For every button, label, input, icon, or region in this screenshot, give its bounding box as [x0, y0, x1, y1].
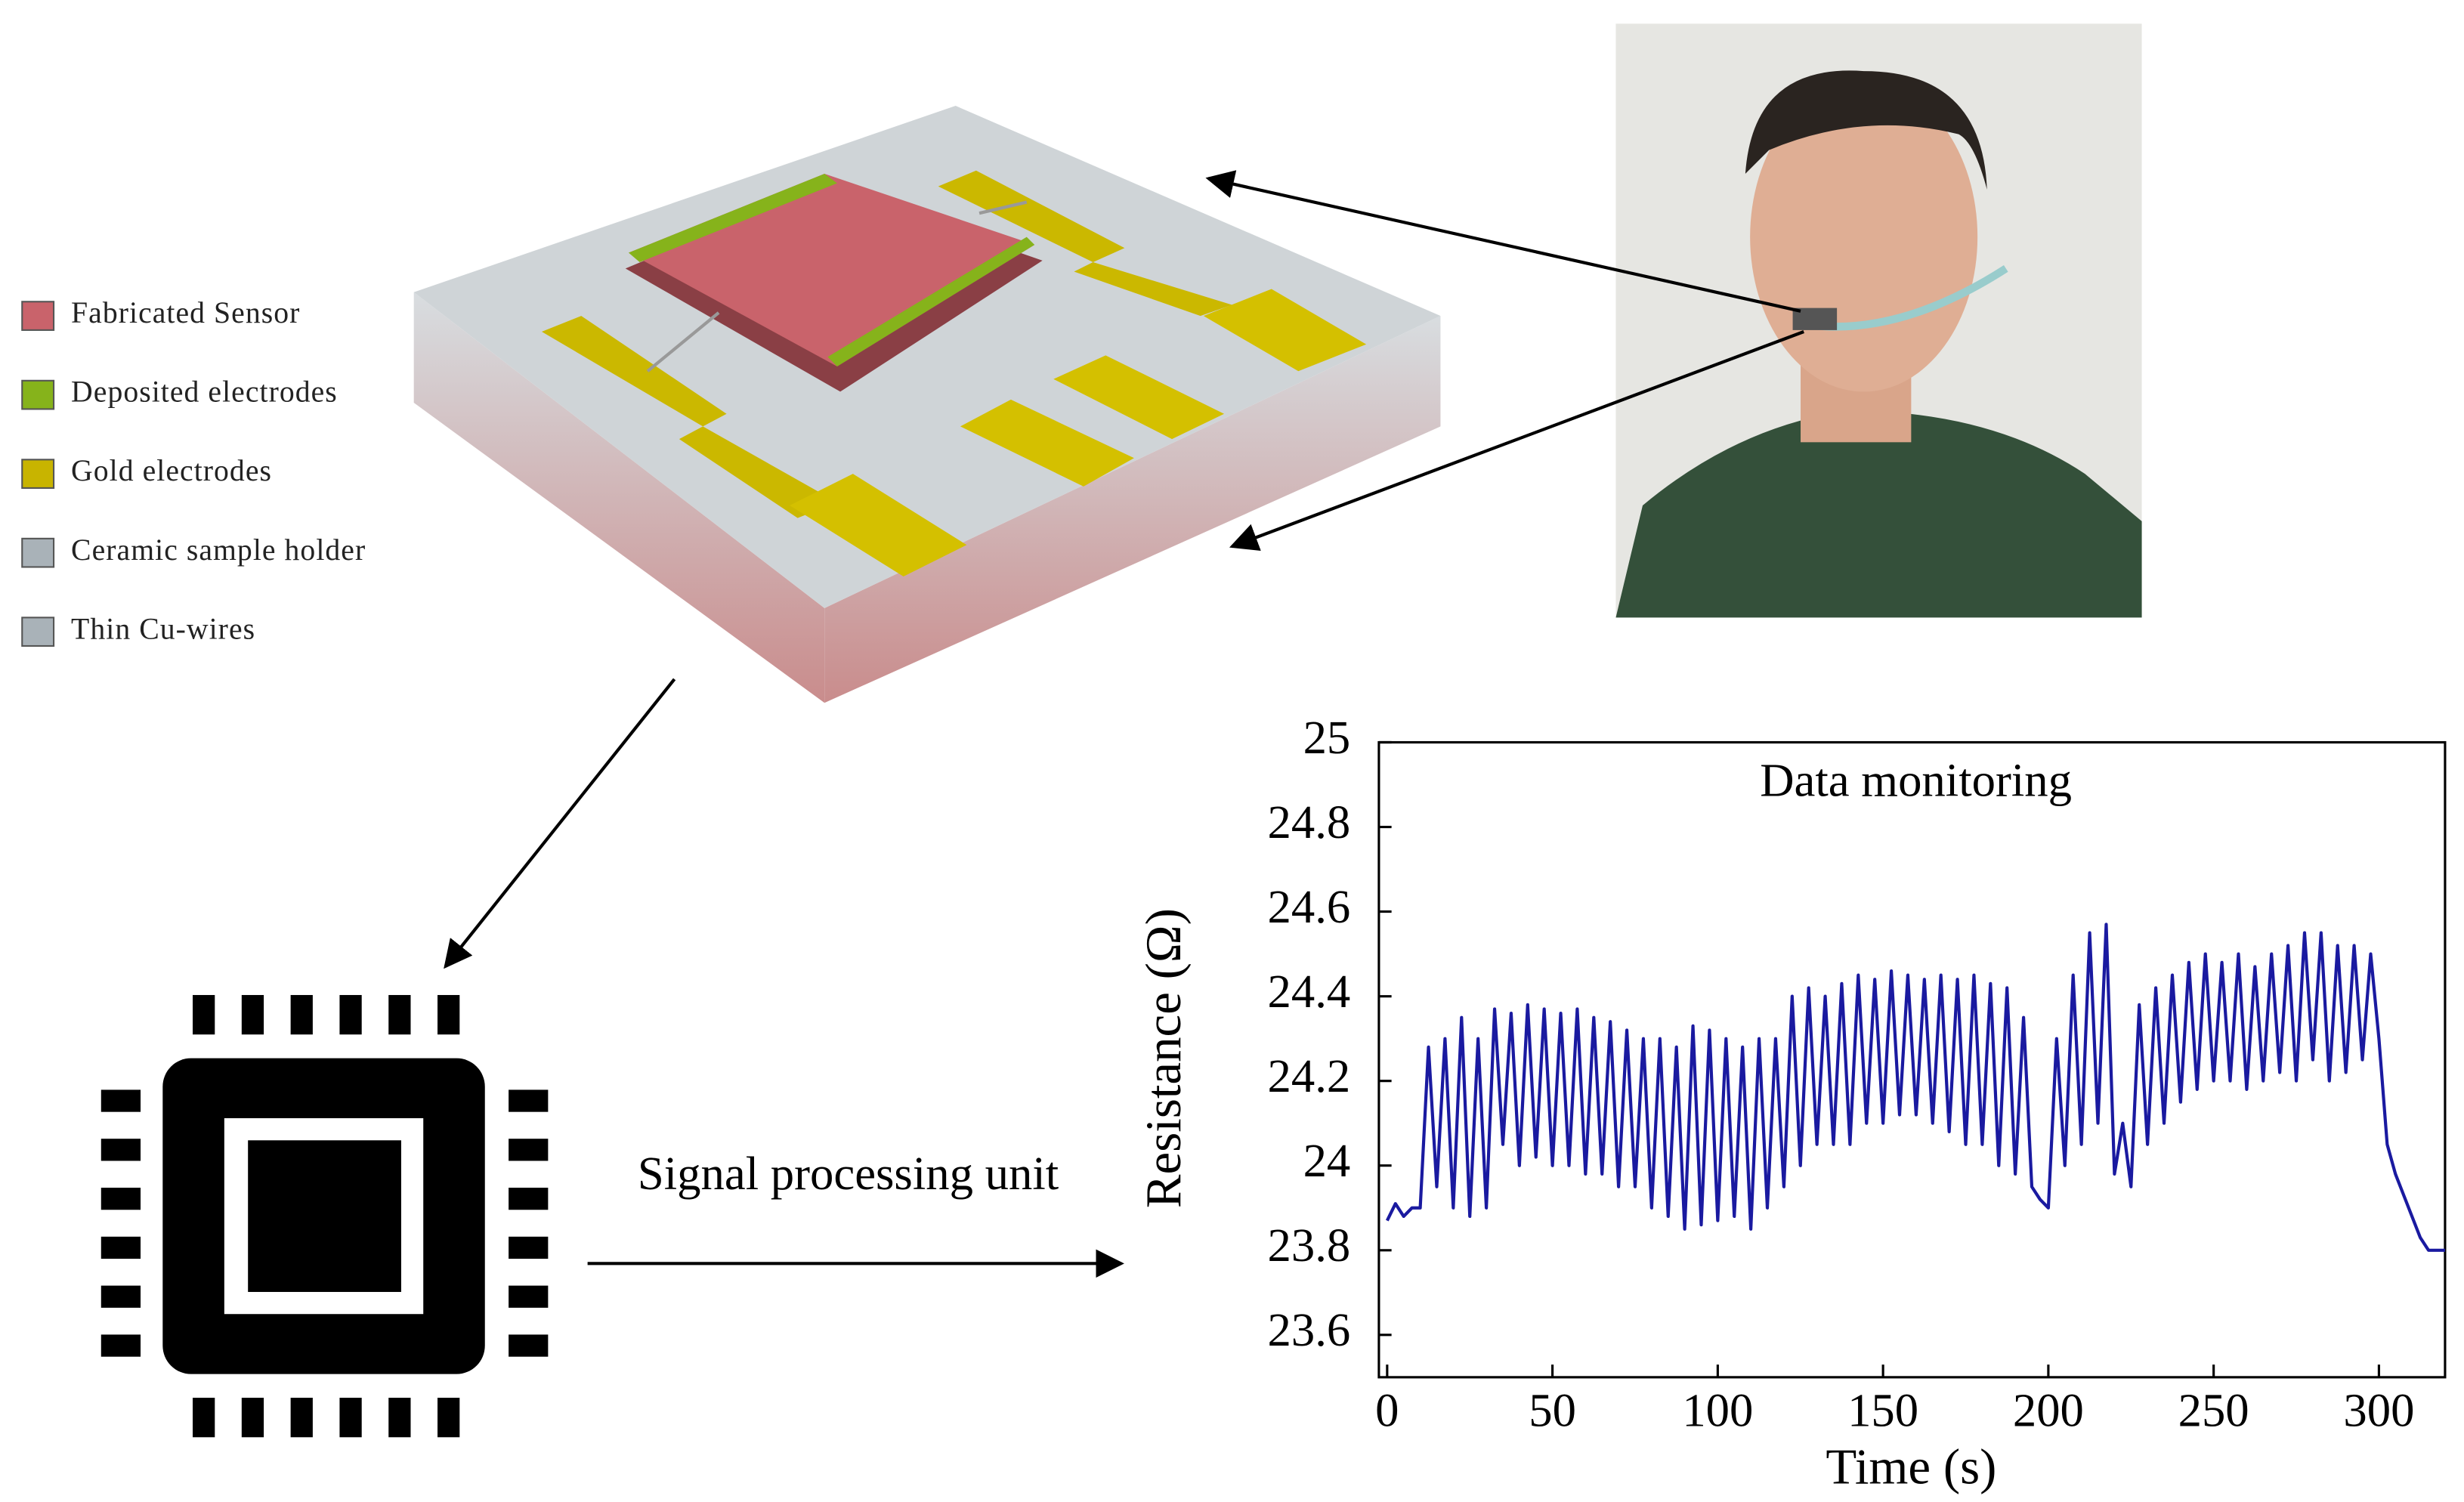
chip-pin [100, 1334, 141, 1357]
chip-pin [100, 1236, 141, 1259]
x-tick-label: 300 [2343, 1383, 2414, 1436]
chip-pin [509, 1089, 549, 1112]
chip-pin [339, 1398, 362, 1438]
sensor-illustration [413, 106, 1441, 703]
legend-swatch [21, 617, 55, 647]
legend-label: Fabricated Sensor [71, 296, 300, 329]
chip-pin [437, 994, 460, 1035]
legend-swatch [21, 379, 55, 410]
y-axis-label: Resistance (Ω) [1136, 908, 1192, 1208]
chip-pin [509, 1285, 549, 1308]
y-tick-label: 24.4 [1268, 965, 1351, 1018]
chip-pin [509, 1188, 549, 1210]
chip-pin [437, 1398, 460, 1438]
legend-label: Deposited electrodes [71, 376, 338, 409]
chip-pin [193, 994, 215, 1035]
arrows [444, 170, 1804, 1278]
legend-label: Ceramic sample holder [71, 533, 366, 567]
y-tick-label: 23.6 [1268, 1303, 1351, 1356]
chip-pin [100, 1139, 141, 1161]
legend-swatch [21, 537, 55, 568]
chip-pin [100, 1089, 141, 1112]
x-tick-label: 50 [1529, 1383, 1576, 1436]
x-tick-label: 200 [2013, 1383, 2084, 1436]
legend-label: Thin Cu-wires [71, 612, 255, 645]
x-tick-label: 0 [1375, 1383, 1399, 1436]
x-tick-label: 150 [1847, 1383, 1918, 1436]
y-tick-label: 24.8 [1268, 796, 1351, 848]
chip-pin [290, 1398, 313, 1438]
chart: Data monitoring Time (s) Resistance (Ω) … [1136, 711, 2447, 1495]
chip-pin [339, 994, 362, 1035]
y-tick-label: 24 [1303, 1134, 1351, 1187]
chart-title: Data monitoring [1760, 753, 2072, 806]
chip-pin [509, 1334, 549, 1357]
chip-pin [193, 1398, 215, 1438]
chip-pin [388, 1398, 411, 1438]
y-tick-label: 23.8 [1268, 1219, 1351, 1272]
legend-swatch [21, 459, 55, 489]
chip-pin [100, 1285, 141, 1308]
x-axis-label: Time (s) [1826, 1439, 1996, 1495]
chip-pin [290, 994, 313, 1035]
legend: Fabricated Sensor Deposited electrodes Gol… [21, 296, 366, 647]
photo [1615, 23, 2142, 618]
chip-pin [388, 994, 411, 1035]
data-line [1385, 923, 2445, 1252]
chip-pin [509, 1139, 549, 1161]
y-tick-label: 25 [1303, 711, 1351, 764]
x-tick-label: 100 [1682, 1383, 1753, 1436]
chip-pin [241, 1398, 264, 1438]
chip-pin [241, 994, 264, 1035]
chip-icon [100, 994, 549, 1438]
signal-label: Signal processing unit [638, 1147, 1059, 1200]
plot-frame [1377, 740, 2447, 1379]
chip-pin [100, 1188, 141, 1210]
chip-pin [509, 1236, 549, 1259]
legend-label: Gold electrodes [71, 454, 272, 487]
legend-swatch [21, 301, 55, 331]
y-tick-label: 24.6 [1268, 880, 1351, 933]
x-tick-label: 250 [2178, 1383, 2249, 1436]
y-tick-label: 24.2 [1268, 1049, 1351, 1102]
